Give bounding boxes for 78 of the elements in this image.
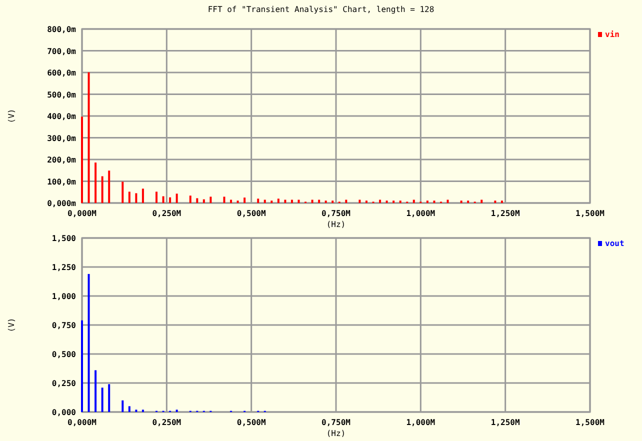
chart-title: FFT of "Transient Analysis" Chart, length = 128 — [208, 5, 434, 14]
x-axis-title: (Hz) — [326, 429, 346, 438]
x-tick-label: 1,000M — [406, 418, 436, 427]
bar — [135, 193, 138, 203]
y-tick-label: 0,000 — [52, 408, 76, 417]
bar — [122, 182, 124, 203]
bar — [94, 162, 97, 203]
y-tick-label: 300,0m — [47, 134, 76, 143]
y-tick-label: 400,0m — [47, 112, 76, 121]
x-tick-label: 1,250M — [490, 418, 520, 427]
x-tick-label: 0,500M — [236, 418, 266, 427]
x-tick-label: 0,750M — [322, 418, 351, 427]
y-tick-label: 200,0m — [47, 156, 76, 164]
x-tick-label: 0,750M — [322, 209, 351, 218]
bar — [264, 200, 266, 203]
y-tick-label: 100,0m — [47, 177, 76, 186]
bar — [257, 198, 260, 203]
y-tick-label: 0,500 — [52, 350, 76, 359]
bar — [244, 198, 246, 203]
bar — [284, 200, 286, 203]
bar — [81, 320, 83, 412]
y-axis-title: (V) — [7, 108, 16, 124]
bar — [223, 196, 226, 203]
bar — [88, 72, 90, 203]
y-tick-label: 600,0m — [47, 68, 76, 78]
bar — [94, 370, 97, 412]
bar — [128, 192, 130, 203]
y-tick-label: 1,500 — [52, 234, 76, 243]
bar — [101, 176, 104, 203]
x-tick-label: 0,000M — [68, 418, 97, 427]
y-tick-label: 0,750 — [52, 321, 76, 330]
bar — [311, 200, 314, 203]
bar — [446, 200, 449, 203]
legend-label: vin — [605, 30, 620, 39]
bar — [176, 194, 178, 203]
bar — [202, 199, 205, 203]
y-tick-label: 800,0m — [47, 25, 76, 34]
x-tick-label: 0,250M — [152, 209, 182, 218]
bar — [169, 197, 172, 203]
x-tick-label: 1,000M — [406, 209, 436, 218]
bar — [379, 200, 382, 203]
bar — [156, 192, 158, 203]
bar — [142, 188, 144, 203]
bar — [290, 200, 293, 203]
bar — [196, 198, 198, 203]
bar — [298, 200, 300, 203]
x-axis-title: (Hz) — [326, 220, 346, 229]
bar — [128, 406, 130, 412]
bar — [230, 200, 232, 203]
bar — [318, 200, 320, 203]
legend-label: vout — [605, 239, 624, 248]
x-tick-label: 0,000M — [68, 209, 97, 218]
x-tick-label: 1,250M — [490, 209, 520, 218]
bar — [277, 198, 280, 203]
y-tick-label: 500,0m — [47, 90, 76, 100]
y-tick-label: 0,250 — [52, 379, 76, 388]
bar — [189, 196, 192, 203]
bar — [122, 400, 124, 412]
bar — [412, 200, 415, 203]
y-axis-title: (V) — [7, 318, 16, 332]
bar — [81, 116, 83, 203]
bar — [101, 388, 104, 412]
y-tick-label: 1,000 — [52, 292, 76, 301]
bar — [480, 200, 483, 203]
x-tick-label: 1,500M — [576, 418, 605, 427]
y-tick-label: 1,250 — [52, 263, 76, 272]
bar — [162, 196, 164, 203]
bar — [358, 200, 361, 203]
bar — [345, 200, 348, 203]
x-tick-label: 0,500M — [236, 209, 266, 218]
bar — [88, 274, 90, 412]
y-tick-label: 700,0m — [47, 46, 76, 56]
bar — [108, 170, 110, 203]
bar — [210, 196, 212, 203]
y-tick-label: 0,000m — [47, 199, 76, 208]
bar — [108, 384, 110, 412]
x-tick-label: 0,250M — [152, 418, 182, 427]
x-tick-label: 1,500M — [576, 209, 605, 218]
